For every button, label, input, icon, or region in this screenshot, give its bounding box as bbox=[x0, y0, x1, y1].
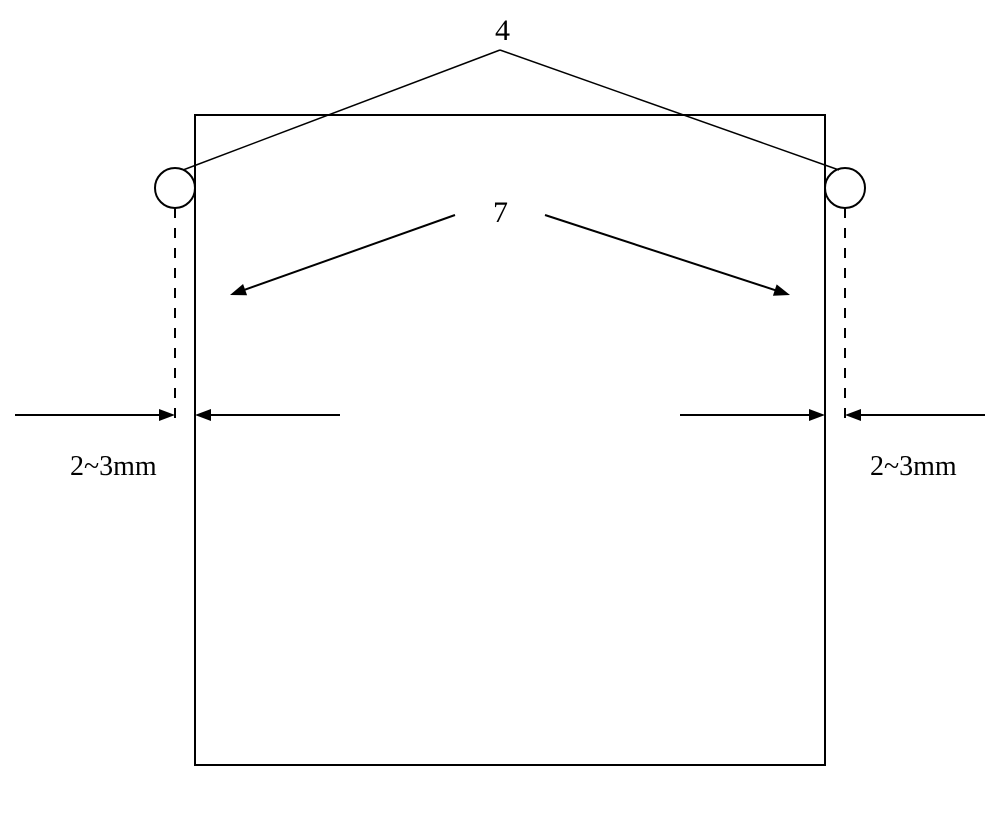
dim-label-left: 2~3mm bbox=[70, 451, 157, 482]
main-rect bbox=[195, 115, 825, 765]
leader-4-left bbox=[183, 50, 500, 170]
diagram-canvas: 4 7 2~3mm 2~3mm bbox=[0, 0, 1000, 817]
circle-left bbox=[155, 168, 195, 208]
label-4: 4 bbox=[495, 14, 510, 47]
label-7: 7 bbox=[493, 196, 508, 229]
leader-4-right bbox=[500, 50, 839, 170]
circle-right bbox=[825, 168, 865, 208]
dim-label-right: 2~3mm bbox=[870, 451, 957, 482]
